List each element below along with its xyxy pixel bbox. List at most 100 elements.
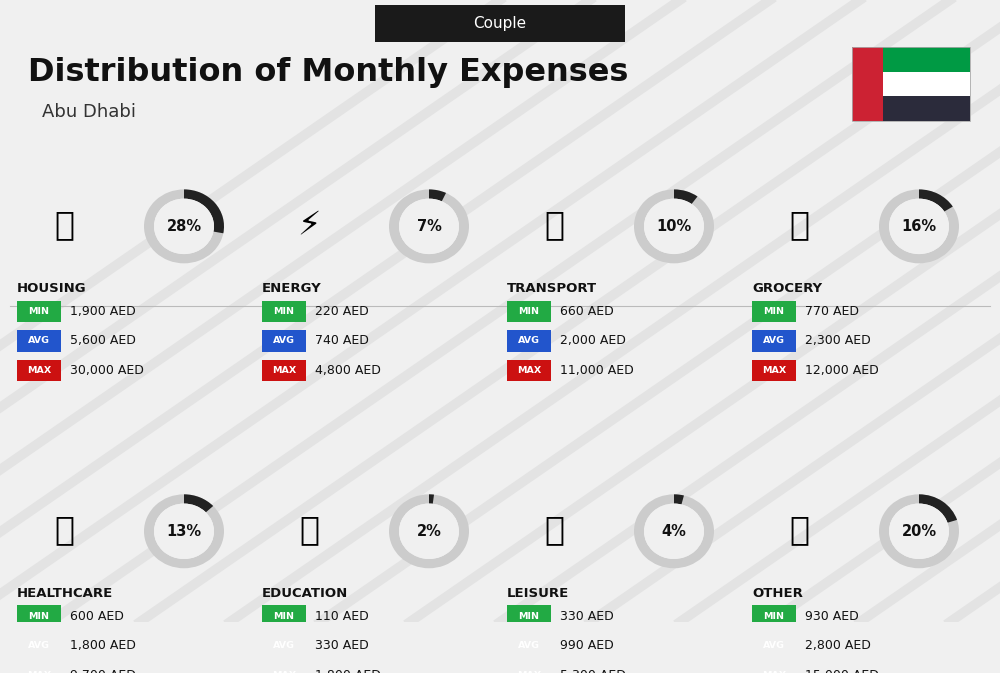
FancyBboxPatch shape [17,359,61,382]
Text: 330 AED: 330 AED [560,610,614,623]
Text: HOUSING: HOUSING [17,282,87,295]
Text: 9,700 AED: 9,700 AED [70,669,136,673]
FancyBboxPatch shape [752,606,796,627]
FancyBboxPatch shape [17,330,61,352]
Wedge shape [919,495,957,523]
Wedge shape [144,189,224,263]
Wedge shape [634,495,714,568]
FancyBboxPatch shape [752,359,796,382]
Text: 🏢: 🏢 [54,208,74,241]
FancyBboxPatch shape [852,47,883,121]
Text: AVG: AVG [28,641,50,650]
Text: 🎓: 🎓 [299,513,319,546]
Text: 600 AED: 600 AED [70,610,124,623]
Wedge shape [674,495,684,505]
Text: MIN: MIN [764,612,784,621]
Text: MAX: MAX [762,671,786,673]
Text: 220 AED: 220 AED [315,305,369,318]
FancyBboxPatch shape [375,5,625,42]
Circle shape [399,199,459,254]
Text: MAX: MAX [272,366,296,375]
Text: ENERGY: ENERGY [262,282,322,295]
FancyBboxPatch shape [507,330,551,352]
Text: AVG: AVG [28,336,50,345]
Text: 2%: 2% [417,524,441,539]
Text: 770 AED: 770 AED [805,305,859,318]
Text: MIN: MIN [274,307,294,316]
Circle shape [154,503,214,559]
FancyBboxPatch shape [17,664,61,673]
Text: MIN: MIN [518,612,539,621]
FancyBboxPatch shape [262,606,306,627]
FancyBboxPatch shape [17,606,61,627]
Circle shape [644,503,704,559]
Text: 1,900 AED: 1,900 AED [70,305,136,318]
Text: 🛒: 🛒 [789,208,809,241]
FancyBboxPatch shape [262,301,306,322]
Text: GROCERY: GROCERY [752,282,822,295]
Text: ⚡: ⚡ [297,208,321,241]
Text: AVG: AVG [273,641,295,650]
Text: 30,000 AED: 30,000 AED [70,364,144,377]
Wedge shape [144,495,224,568]
Text: MIN: MIN [28,307,50,316]
Wedge shape [674,189,698,204]
FancyBboxPatch shape [262,664,306,673]
FancyBboxPatch shape [262,635,306,657]
Text: AVG: AVG [763,336,785,345]
Text: MIN: MIN [518,307,539,316]
Text: 5,600 AED: 5,600 AED [70,334,136,347]
Text: MIN: MIN [28,612,50,621]
Text: 🏥: 🏥 [54,513,74,546]
Text: 11,000 AED: 11,000 AED [560,364,634,377]
Text: MIN: MIN [274,612,294,621]
Wedge shape [919,189,953,211]
Text: AVG: AVG [518,641,540,650]
FancyBboxPatch shape [852,72,970,96]
Text: 2,800 AED: 2,800 AED [805,639,871,652]
Text: 15,000 AED: 15,000 AED [805,669,879,673]
Circle shape [889,503,949,559]
FancyBboxPatch shape [507,301,551,322]
FancyBboxPatch shape [852,47,970,72]
Text: MIN: MIN [764,307,784,316]
FancyBboxPatch shape [852,96,970,121]
Text: MAX: MAX [517,366,541,375]
Text: MAX: MAX [27,366,51,375]
Text: LEISURE: LEISURE [507,587,569,600]
Text: 🛍: 🛍 [544,513,564,546]
Text: 4%: 4% [662,524,686,539]
FancyBboxPatch shape [507,359,551,382]
Text: 330 AED: 330 AED [315,639,369,652]
Text: 990 AED: 990 AED [560,639,614,652]
Text: 2,300 AED: 2,300 AED [805,334,871,347]
Text: 4,800 AED: 4,800 AED [315,364,381,377]
Wedge shape [184,189,224,234]
Text: AVG: AVG [273,336,295,345]
Text: 110 AED: 110 AED [315,610,369,623]
FancyBboxPatch shape [507,635,551,657]
Text: Abu Dhabi: Abu Dhabi [42,103,136,120]
FancyBboxPatch shape [507,606,551,627]
Text: 1,800 AED: 1,800 AED [70,639,136,652]
Text: 7%: 7% [417,219,441,234]
FancyBboxPatch shape [262,359,306,382]
Wedge shape [879,189,959,263]
Circle shape [889,199,949,254]
Text: 20%: 20% [901,524,937,539]
Circle shape [644,199,704,254]
Text: AVG: AVG [763,641,785,650]
Text: MAX: MAX [762,366,786,375]
Text: MAX: MAX [27,671,51,673]
Wedge shape [389,189,469,263]
FancyBboxPatch shape [752,664,796,673]
Text: 10%: 10% [656,219,692,234]
FancyBboxPatch shape [507,664,551,673]
Text: 16%: 16% [901,219,937,234]
Wedge shape [389,495,469,568]
Text: 🚌: 🚌 [544,208,564,241]
Text: 💰: 💰 [789,513,809,546]
Circle shape [399,503,459,559]
Wedge shape [429,189,446,201]
Text: AVG: AVG [518,336,540,345]
